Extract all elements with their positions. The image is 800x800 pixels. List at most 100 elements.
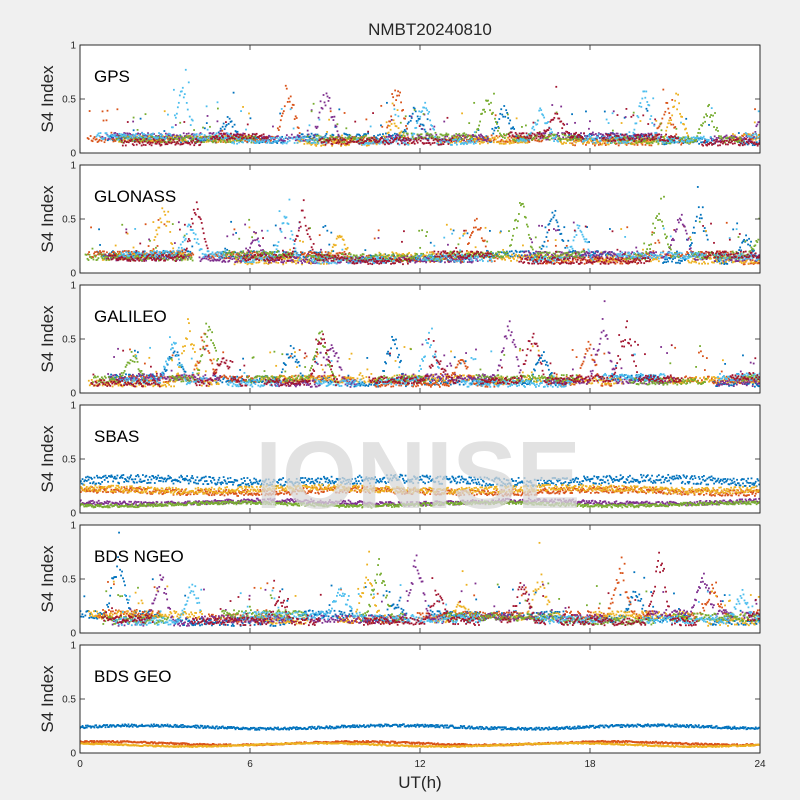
- data-point: [647, 138, 650, 141]
- data-point: [277, 138, 280, 141]
- data-point: [348, 252, 351, 254]
- data-point: [252, 250, 254, 253]
- data-point: [514, 141, 517, 144]
- data-point: [399, 136, 402, 138]
- data-point: [330, 142, 333, 145]
- data-point: [222, 137, 225, 140]
- data-point: [331, 138, 334, 141]
- data-point: [312, 139, 315, 142]
- data-point: [666, 102, 669, 104]
- data-point: [315, 251, 318, 254]
- data-point: [489, 141, 492, 143]
- data-point: [707, 251, 709, 254]
- data-point: [207, 136, 210, 139]
- data-point: [252, 139, 254, 141]
- data-point: [724, 139, 726, 142]
- data-point: [684, 140, 687, 143]
- data-point: [545, 122, 548, 125]
- data-point: [147, 245, 150, 247]
- data-point: [648, 134, 651, 137]
- data-point: [233, 123, 236, 126]
- data-point: [160, 251, 163, 254]
- data-point: [276, 255, 279, 258]
- data-point: [758, 121, 760, 123]
- data-point: [355, 140, 358, 143]
- data-point: [445, 132, 448, 135]
- data-point: [145, 140, 148, 143]
- data-point: [310, 110, 313, 113]
- data-point: [570, 133, 572, 135]
- data-point: [107, 138, 110, 140]
- data-point: [425, 256, 428, 259]
- data-point: [242, 132, 245, 135]
- data-point: [412, 106, 415, 109]
- data-point: [754, 108, 756, 111]
- data-point: [360, 142, 363, 144]
- data-point: [421, 123, 424, 126]
- data-point: [345, 248, 348, 251]
- data-point: [716, 138, 718, 141]
- data-point: [211, 255, 214, 258]
- data-point: [364, 134, 367, 137]
- data-point: [101, 135, 104, 138]
- data-point: [721, 255, 724, 258]
- data-point: [528, 141, 531, 143]
- data-point: [136, 136, 139, 139]
- data-point: [170, 137, 172, 139]
- data-point: [547, 121, 550, 123]
- data-point: [563, 226, 566, 229]
- data-point: [573, 140, 575, 142]
- data-point: [165, 224, 168, 227]
- data-point: [479, 120, 482, 123]
- data-point: [703, 227, 706, 229]
- data-point: [253, 257, 256, 260]
- data-point: [172, 88, 175, 91]
- data-point: [664, 258, 666, 261]
- data-point: [513, 135, 516, 138]
- data-point: [282, 138, 285, 140]
- data-point: [575, 141, 577, 144]
- data-point: [153, 133, 155, 135]
- data-point: [106, 109, 109, 112]
- data-point: [304, 256, 307, 259]
- data-point: [130, 135, 133, 137]
- data-point: [588, 241, 590, 243]
- data-point: [587, 256, 590, 259]
- data-point: [667, 141, 669, 144]
- data-point: [601, 139, 604, 142]
- data-point: [211, 140, 213, 143]
- data-point: [588, 136, 591, 138]
- data-point: [112, 137, 115, 139]
- data-point: [328, 252, 331, 255]
- data-point: [126, 232, 129, 235]
- data-point: [230, 120, 233, 123]
- data-point: [525, 139, 528, 142]
- data-point: [235, 135, 238, 138]
- data-point: [224, 247, 227, 250]
- data-point: [468, 259, 471, 261]
- data-point: [678, 139, 681, 142]
- data-point: [168, 132, 170, 135]
- data-point: [260, 137, 263, 140]
- data-point: [529, 137, 532, 140]
- data-point: [437, 138, 440, 141]
- data-point: [539, 135, 542, 138]
- data-point: [170, 136, 173, 139]
- data-point: [229, 254, 232, 257]
- data-point: [155, 229, 158, 232]
- data-point: [288, 100, 291, 103]
- data-point: [107, 135, 110, 138]
- data-point: [426, 132, 429, 135]
- data-point: [756, 123, 759, 126]
- data-point: [755, 255, 757, 257]
- data-point: [221, 256, 224, 259]
- data-point: [223, 137, 226, 140]
- data-point: [388, 124, 391, 127]
- data-point: [477, 140, 479, 143]
- data-point: [741, 241, 744, 244]
- data-point: [337, 139, 340, 142]
- data-point: [628, 138, 631, 141]
- data-point: [734, 139, 737, 141]
- data-point: [553, 116, 556, 119]
- data-point: [584, 136, 587, 139]
